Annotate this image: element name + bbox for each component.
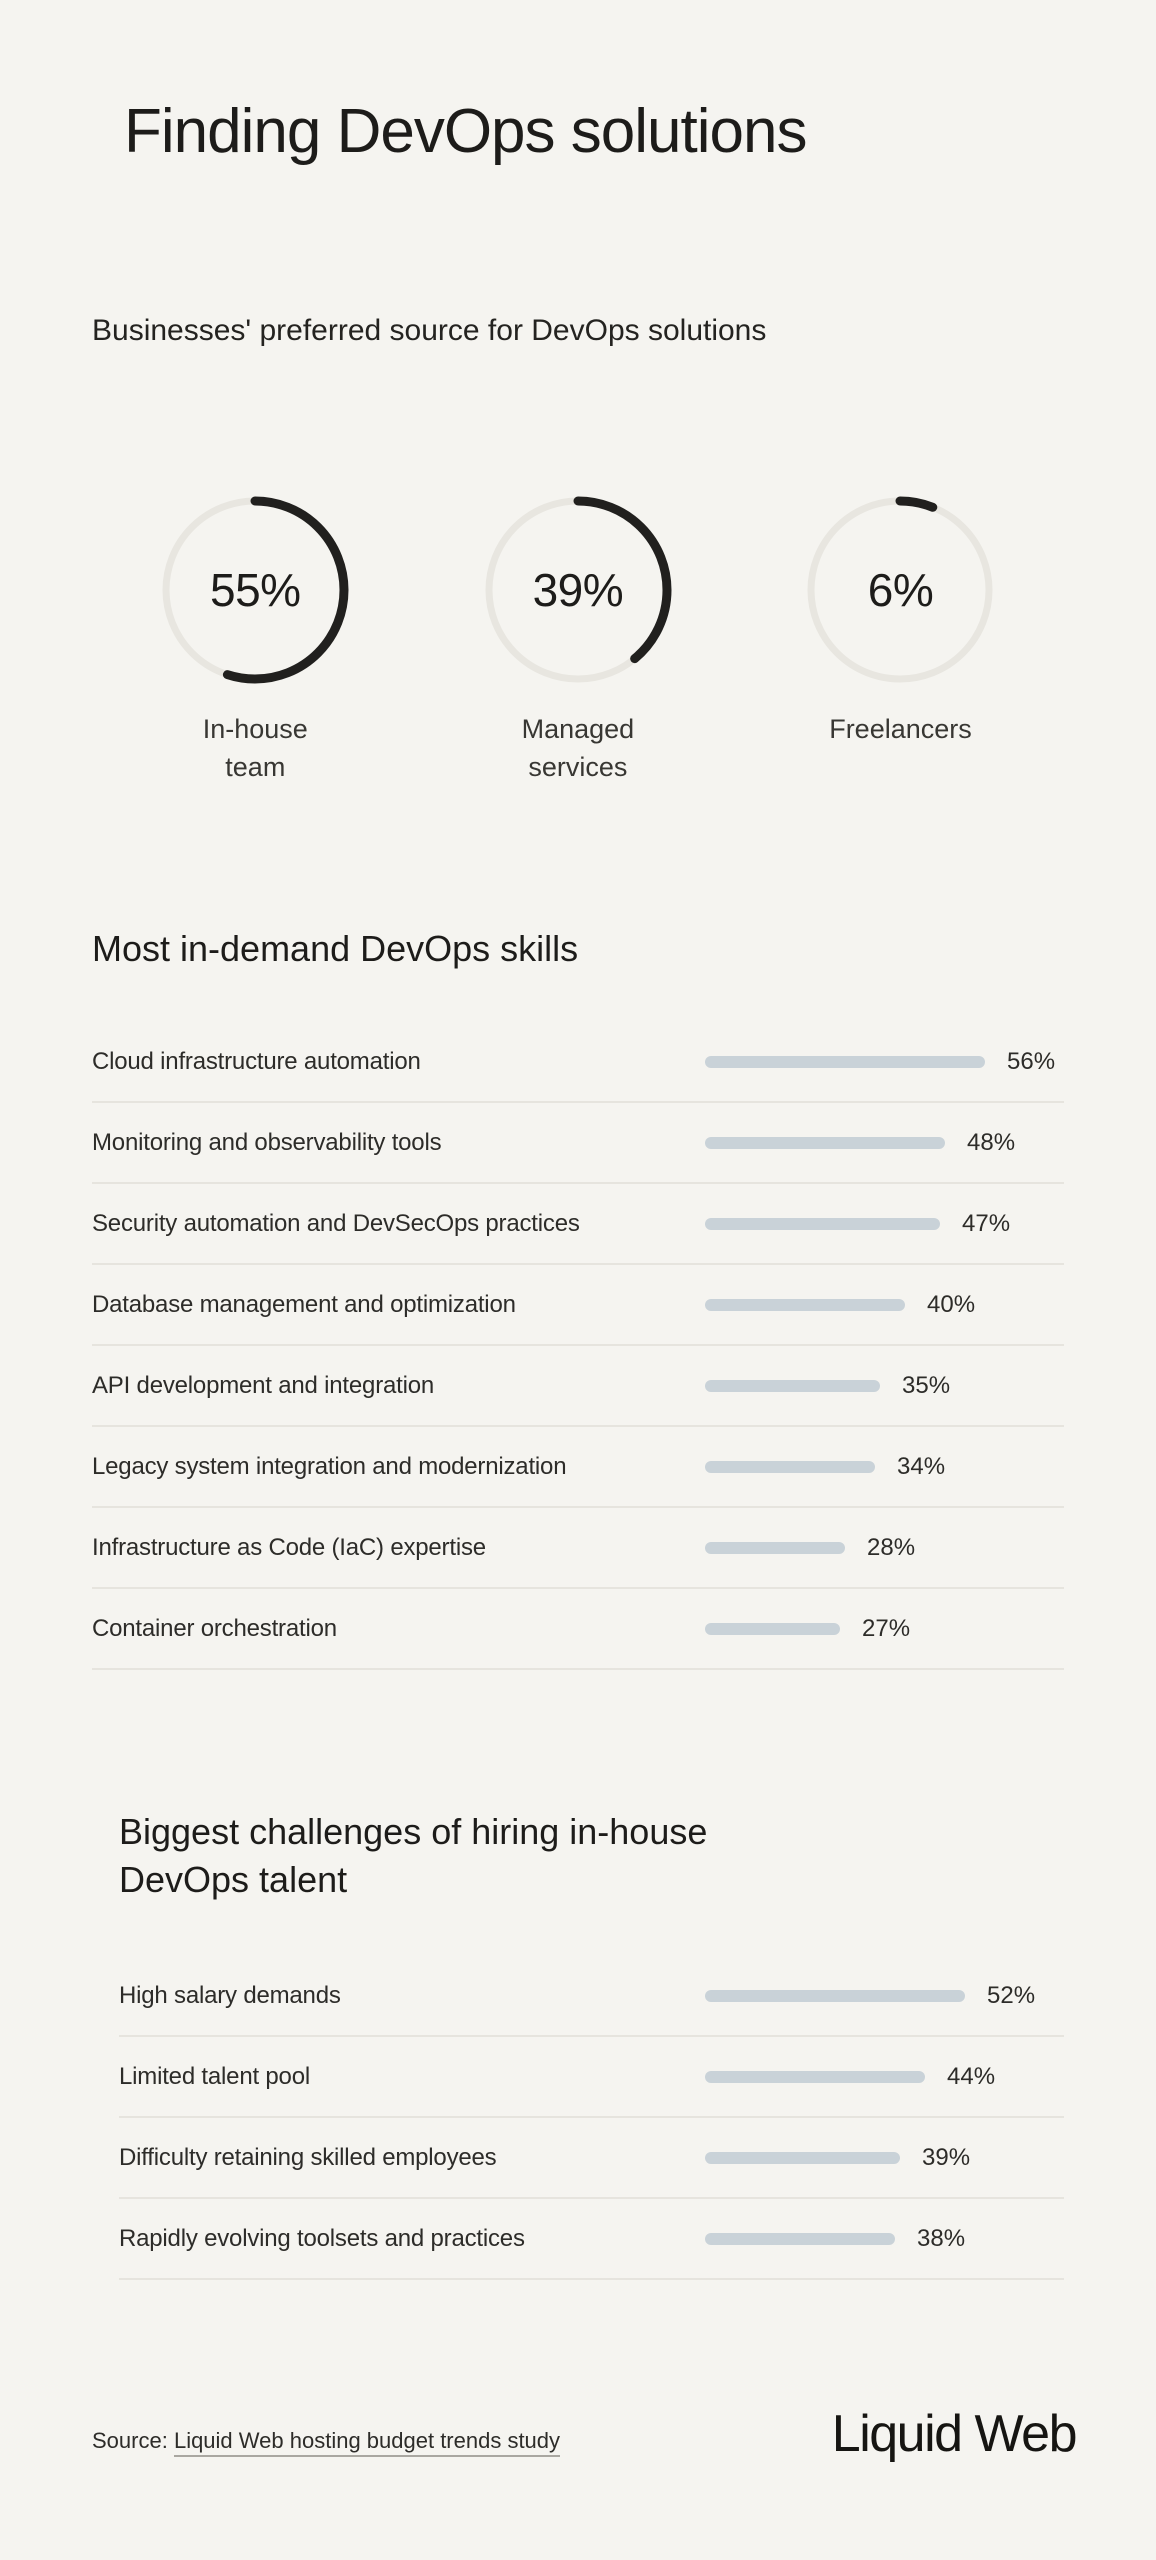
- challenge-label: Difficulty retaining skilled employees: [119, 2143, 497, 2171]
- skill-bar: [705, 1622, 840, 1635]
- skill-value: 48%: [967, 1128, 1016, 1156]
- donut-value-arc: [806, 496, 994, 684]
- skill-value: 35%: [902, 1371, 951, 1399]
- skill-bar: [705, 1055, 985, 1068]
- skill-label: Security automation and DevSecOps practi…: [92, 1209, 580, 1237]
- skill-bar-area: 27%: [705, 1615, 1064, 1643]
- challenge-value: 38%: [917, 2224, 966, 2252]
- donut-caption: In-house team: [202, 714, 308, 782]
- skill-row: API development and integration 35%: [92, 1346, 1064, 1427]
- skill-label: Container orchestration: [92, 1614, 337, 1642]
- challenge-bar-area: 44%: [705, 2063, 1064, 2091]
- source-line: Source: Liquid Web hosting budget trends…: [92, 2428, 561, 2457]
- challenge-bar: [705, 1989, 965, 2002]
- donut-value-arc: [484, 496, 672, 684]
- skill-value: 27%: [862, 1614, 911, 1642]
- skill-bar-area: 35%: [705, 1372, 1064, 1400]
- donut-item-freelancers: 6% Freelancers: [739, 493, 1062, 787]
- donut-gauge: 6%: [803, 493, 997, 687]
- skill-bar-area: 47%: [705, 1210, 1064, 1238]
- skill-bar-area: 56%: [705, 1048, 1064, 1076]
- skill-bar: [705, 1460, 875, 1473]
- source-prefix: Source:: [92, 2428, 168, 2453]
- donut-gauge: 39%: [481, 493, 675, 687]
- donut-value-arc: [161, 496, 349, 684]
- donut-value-label: 55%: [210, 564, 301, 616]
- challenges-section-heading: Biggest challenges of hiring in-house De…: [119, 1811, 708, 1900]
- challenge-bar: [705, 2151, 900, 2164]
- donut-item-managed-services: 39% Managed services: [417, 493, 740, 787]
- donut-gauge-svg: [484, 496, 672, 684]
- challenge-label: Limited talent pool: [119, 2062, 310, 2090]
- challenge-row: Difficulty retaining skilled employees 3…: [119, 2118, 1064, 2199]
- donut-chart-row: 55% In-house team 39% Managed services 6…: [94, 493, 1062, 787]
- challenge-bar: [705, 2070, 925, 2083]
- skill-bar-area: 28%: [705, 1534, 1064, 1562]
- page-title: Finding DevOps solutions: [124, 97, 807, 166]
- donut-item-in-house: 55% In-house team: [94, 493, 417, 787]
- challenge-bar-area: 38%: [705, 2225, 1064, 2253]
- challenge-label: Rapidly evolving toolsets and practices: [119, 2224, 525, 2252]
- challenge-bar: [705, 2232, 895, 2245]
- skill-row: Cloud infrastructure automation 56%: [92, 1022, 1064, 1103]
- skill-row: Infrastructure as Code (IaC) expertise 2…: [92, 1508, 1064, 1589]
- donut-gauge: 55%: [158, 493, 352, 687]
- skill-value: 28%: [867, 1533, 916, 1561]
- skill-row: Security automation and DevSecOps practi…: [92, 1184, 1064, 1265]
- skill-bar: [705, 1541, 845, 1554]
- challenge-bar-area: 52%: [705, 1982, 1064, 2010]
- skill-row: Monitoring and observability tools 48%: [92, 1103, 1064, 1184]
- skill-label: Legacy system integration and modernizat…: [92, 1452, 567, 1480]
- skill-row: Container orchestration 27%: [92, 1589, 1064, 1670]
- challenge-bar-area: 39%: [705, 2144, 1064, 2172]
- challenge-label: High salary demands: [119, 1981, 341, 2009]
- donut-value-label: 6%: [867, 564, 934, 616]
- skill-label: API development and integration: [92, 1371, 435, 1399]
- skill-bar: [705, 1136, 945, 1149]
- skill-label: Cloud infrastructure automation: [92, 1047, 421, 1075]
- challenge-value: 39%: [922, 2143, 971, 2171]
- skill-value: 56%: [1007, 1047, 1056, 1075]
- donut-caption: Managed services: [521, 714, 635, 782]
- skill-value: 40%: [927, 1290, 976, 1318]
- challenges-bar-list: High salary demands 52% Limited talent p…: [119, 1956, 1064, 2280]
- skill-value: 34%: [897, 1452, 946, 1480]
- skill-row: Database management and optimization 40%: [92, 1265, 1064, 1346]
- source-link[interactable]: Liquid Web hosting budget trends study: [173, 2428, 561, 2457]
- donut-value-label: 39%: [532, 564, 624, 616]
- brand-logo: Liquid Web: [831, 2405, 1078, 2463]
- skill-bar: [705, 1217, 940, 1230]
- skill-bar-area: 48%: [705, 1129, 1064, 1157]
- skill-label: Database management and optimization: [92, 1290, 516, 1318]
- challenge-row: Rapidly evolving toolsets and practices …: [119, 2199, 1064, 2280]
- skill-label: Infrastructure as Code (IaC) expertise: [92, 1533, 486, 1561]
- challenge-row: High salary demands 52%: [119, 1956, 1064, 2037]
- challenge-value: 44%: [947, 2062, 996, 2090]
- donut-gauge-svg: [806, 496, 994, 684]
- skill-bar: [705, 1379, 880, 1392]
- donut-section-heading: Businesses' preferred source for DevOps …: [92, 314, 767, 347]
- skill-bar: [705, 1298, 905, 1311]
- skills-bar-list: Cloud infrastructure automation 56% Moni…: [92, 1022, 1064, 1670]
- skills-section-heading: Most in-demand DevOps skills: [92, 928, 579, 969]
- donut-gauge-svg: [161, 496, 349, 684]
- challenge-value: 52%: [987, 1981, 1036, 2009]
- skill-bar-area: 34%: [705, 1453, 1064, 1481]
- challenge-row: Limited talent pool 44%: [119, 2037, 1064, 2118]
- skill-value: 47%: [962, 1209, 1011, 1237]
- skill-bar-area: 40%: [705, 1291, 1064, 1319]
- skill-row: Legacy system integration and modernizat…: [92, 1427, 1064, 1508]
- skill-label: Monitoring and observability tools: [92, 1128, 442, 1156]
- donut-caption: Freelancers: [829, 714, 972, 744]
